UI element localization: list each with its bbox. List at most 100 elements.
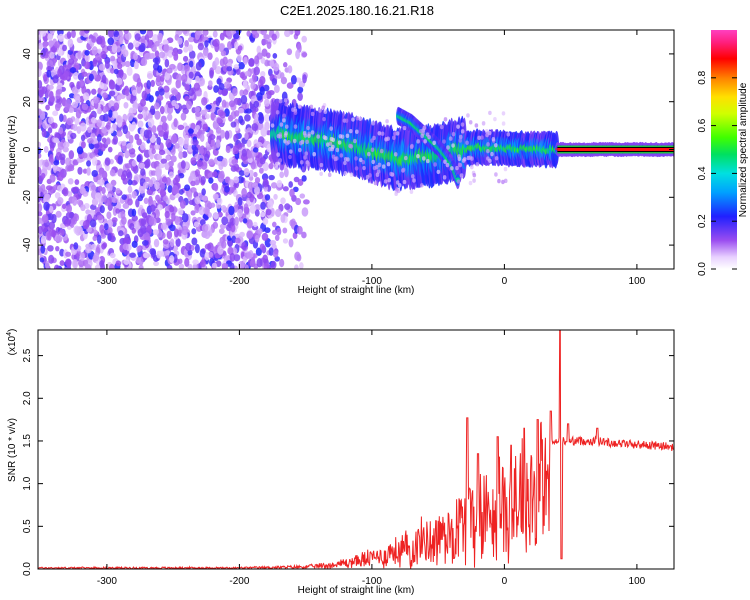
heat-cell	[81, 103, 89, 111]
heat-cell	[101, 137, 107, 143]
heat-cell	[465, 140, 469, 145]
heat-cell	[152, 33, 159, 44]
heat-cell	[143, 197, 149, 205]
heat-cell	[142, 182, 149, 189]
x-tick-label: -100	[362, 276, 382, 287]
heat-cell	[62, 146, 69, 153]
heat-cell	[416, 153, 420, 159]
y-tick-label: 1.0	[22, 476, 33, 490]
heat-cell	[47, 127, 53, 134]
snr-series	[38, 330, 674, 569]
heat-cell	[124, 163, 132, 169]
heat-cell	[246, 139, 252, 148]
heat-cell	[392, 135, 396, 140]
spectrogram-x-label: Height of straight line (km)	[298, 285, 415, 296]
heat-cell	[260, 211, 266, 218]
heat-cell	[259, 157, 266, 165]
heat-cell	[491, 136, 496, 142]
heat-cell	[252, 147, 259, 153]
heat-cell	[136, 138, 142, 146]
heat-cell	[288, 154, 292, 160]
heat-cell	[268, 174, 275, 181]
heat-cell	[150, 161, 157, 169]
heat-cell	[377, 162, 382, 168]
heat-cell	[43, 201, 50, 211]
heat-cell	[472, 178, 476, 183]
heat-cell	[301, 51, 308, 58]
heat-cell	[91, 46, 98, 56]
heat-cell	[260, 30, 268, 36]
heat-cell	[128, 134, 134, 144]
heat-cell	[68, 107, 75, 113]
heat-cell	[40, 172, 46, 179]
heat-cell	[154, 110, 161, 120]
heat-cell	[488, 158, 492, 164]
heat-cell	[38, 97, 46, 105]
heat-cell	[110, 67, 115, 74]
heat-cell	[185, 100, 193, 110]
heat-cell	[50, 122, 58, 129]
y-tick-label: 0.5	[22, 519, 33, 533]
heat-cell	[244, 114, 251, 122]
heat-cell	[205, 113, 210, 120]
heat-cell	[81, 71, 88, 77]
heat-cell	[183, 46, 189, 53]
heat-cell	[109, 169, 116, 177]
heat-cell	[238, 115, 244, 124]
heat-cell	[203, 206, 210, 215]
heat-cell	[227, 246, 234, 255]
heat-cell	[113, 30, 120, 38]
heat-cell	[200, 175, 206, 185]
heat-cell	[178, 151, 184, 160]
heat-cell	[104, 157, 111, 166]
heat-cell	[199, 219, 206, 226]
heat-cell	[401, 167, 406, 172]
heat-cell	[63, 141, 70, 148]
heat-cell	[284, 102, 289, 107]
heat-cell	[420, 133, 424, 139]
heat-cell	[107, 226, 113, 235]
heat-cell	[383, 179, 388, 184]
heat-cell	[412, 178, 416, 183]
heat-cell	[283, 167, 289, 178]
heat-cell	[40, 235, 46, 244]
heat-cell	[261, 38, 268, 45]
heat-cell	[380, 131, 385, 136]
heat-cell	[273, 193, 278, 200]
heat-cell	[255, 247, 262, 256]
heat-cell	[270, 207, 275, 217]
heat-cell	[244, 70, 251, 77]
heat-cell	[131, 160, 137, 167]
heat-cell	[282, 113, 286, 118]
heat-cell	[159, 74, 165, 82]
heat-cell	[165, 154, 171, 161]
heat-cell	[38, 42, 43, 50]
heat-cell	[181, 225, 189, 236]
heat-cell	[318, 108, 322, 113]
heat-cell	[134, 220, 140, 230]
heat-cell	[254, 234, 260, 243]
heat-cell	[194, 106, 201, 113]
heat-cell	[230, 121, 237, 128]
snr-y-label: SNR (10 * v/v)	[7, 418, 18, 482]
heat-cell	[241, 187, 247, 198]
heat-cell	[86, 160, 92, 167]
heat-cell	[131, 121, 137, 130]
heat-cell	[86, 167, 91, 176]
heat-cell	[38, 86, 45, 95]
heat-cell	[76, 146, 84, 155]
heat-cell	[198, 206, 206, 216]
heat-cell	[322, 116, 326, 122]
figure-title: C2E1.2025.180.16.21.R18	[280, 3, 434, 18]
heat-cell	[274, 208, 282, 218]
heat-cell	[485, 129, 489, 134]
heat-cell	[140, 218, 147, 226]
heat-cell	[446, 145, 450, 150]
heat-cell	[501, 179, 505, 185]
heat-cell	[327, 172, 332, 178]
heat-cell	[282, 238, 289, 244]
colorbar-tick-label: 0.8	[697, 70, 708, 84]
heat-cell	[287, 65, 293, 74]
heat-cell	[190, 170, 197, 180]
heat-cell	[293, 124, 298, 129]
